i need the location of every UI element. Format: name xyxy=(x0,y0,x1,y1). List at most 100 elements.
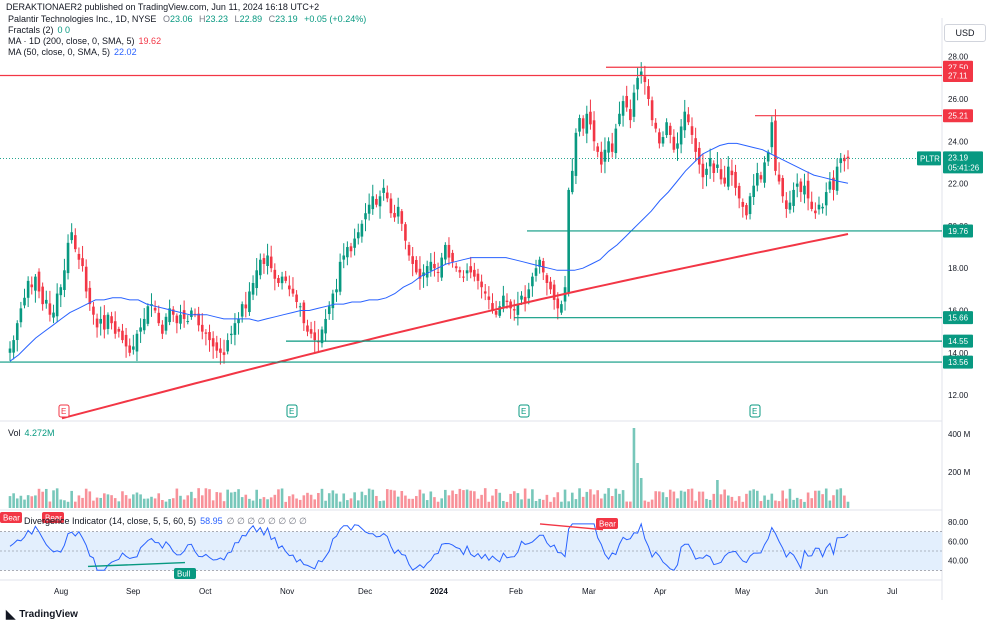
volume-bar xyxy=(135,492,139,508)
volume-bar xyxy=(454,493,458,508)
candle-body xyxy=(215,342,219,351)
candle-body xyxy=(502,295,505,307)
volume-bar xyxy=(364,495,367,508)
ticker-name: PLTR xyxy=(920,154,940,163)
candle-body xyxy=(527,289,531,299)
volume-bar xyxy=(730,496,734,508)
candle-body xyxy=(259,259,262,276)
volume-bar xyxy=(168,499,171,508)
candle-body xyxy=(41,286,44,305)
volume-bar xyxy=(509,493,512,508)
volume-bar xyxy=(647,501,650,508)
price-tick-label: 26.00 xyxy=(948,95,969,104)
candle-body xyxy=(454,266,458,269)
volume-bar xyxy=(240,497,244,508)
currency-button[interactable]: USD xyxy=(944,24,986,42)
candle-body xyxy=(748,196,752,215)
candle-body xyxy=(306,325,309,332)
volume-bar xyxy=(346,500,349,508)
candle-body xyxy=(574,132,578,176)
candle-body xyxy=(534,268,538,276)
candle-body xyxy=(132,346,135,350)
volume-bar xyxy=(821,494,824,508)
candle-body xyxy=(723,177,726,184)
volume-bar xyxy=(661,492,665,508)
volume-bar xyxy=(817,490,821,508)
tradingview-logo[interactable]: ◣ TradingView xyxy=(6,607,78,621)
candle-body xyxy=(639,71,643,76)
volume-bar xyxy=(567,501,570,508)
volume-bar xyxy=(251,500,255,508)
volume-bar xyxy=(12,493,15,508)
volume-bar xyxy=(400,490,404,508)
volume-bar xyxy=(425,500,429,508)
volume-bar xyxy=(150,496,153,508)
volume-bar xyxy=(737,496,741,508)
volume-bar xyxy=(367,488,371,508)
candle-body xyxy=(603,149,607,162)
volume-bar xyxy=(128,498,132,508)
ma50-legend[interactable]: MA (50, close, 0, SMA, 5) 22.02 xyxy=(8,47,137,57)
volume-bar xyxy=(382,500,385,508)
candle-body xyxy=(480,281,483,288)
candle-body xyxy=(701,163,705,178)
volume-bar xyxy=(59,499,63,508)
level-label-bg xyxy=(943,224,973,238)
date-tick-label: Feb xyxy=(509,587,523,596)
volume-bar xyxy=(404,495,407,508)
volume-bar xyxy=(632,428,636,508)
volume-bar xyxy=(19,495,23,508)
ma200-legend[interactable]: MA · 1D (200, close, 0, SMA, 5) 19.62 xyxy=(8,36,162,46)
volume-bar xyxy=(846,501,850,508)
volume-bar xyxy=(338,501,342,508)
fractals-legend[interactable]: Fractals (2) 0 0 xyxy=(8,25,71,35)
volume-bar xyxy=(589,489,592,508)
candle-body xyxy=(687,114,690,123)
volume-bar xyxy=(269,497,273,508)
volume-bar xyxy=(603,493,607,508)
candle-body xyxy=(759,175,763,180)
volume-bar xyxy=(204,488,208,508)
candle-body xyxy=(255,270,258,289)
volume-bar xyxy=(110,495,113,508)
candle-body xyxy=(788,202,792,210)
candle-body xyxy=(589,111,592,125)
candle-body xyxy=(81,258,84,267)
ma50-line xyxy=(9,142,849,362)
candle-body xyxy=(730,170,734,176)
volume-bar xyxy=(451,490,454,508)
candle-body xyxy=(240,304,244,317)
candle-body xyxy=(244,304,248,309)
volume-bar xyxy=(810,498,814,508)
candle-body xyxy=(451,252,454,262)
candle-body xyxy=(600,151,603,165)
volume-bar xyxy=(229,492,233,508)
candle-body xyxy=(828,181,832,190)
volume-bar xyxy=(393,490,396,508)
candle-body xyxy=(770,122,774,148)
volume-bar xyxy=(197,488,200,508)
candle-body xyxy=(839,158,843,164)
candle-body xyxy=(618,113,621,125)
volume-bar xyxy=(690,488,694,508)
volume-bar xyxy=(759,501,763,508)
volume-bar xyxy=(752,489,755,508)
candle-body xyxy=(832,177,835,190)
candle-body xyxy=(632,92,636,117)
volume-bar xyxy=(175,488,179,508)
rsi-legend[interactable]: Divergence Indicator (14, close, 5, 5, 6… xyxy=(24,516,307,526)
candle-body xyxy=(404,224,407,241)
volume-bar xyxy=(719,494,723,508)
volume-bar xyxy=(211,500,215,508)
volume-legend[interactable]: Vol 4.272M xyxy=(8,428,55,438)
volume-bar xyxy=(182,499,186,508)
candle-body xyxy=(146,306,150,324)
candle-body xyxy=(378,196,382,207)
candle-body xyxy=(237,318,240,324)
candle-body xyxy=(34,276,37,291)
date-tick-label: Oct xyxy=(199,587,212,596)
candle-body xyxy=(360,223,364,237)
candle-body xyxy=(821,206,824,209)
last-price-bg xyxy=(943,151,983,174)
